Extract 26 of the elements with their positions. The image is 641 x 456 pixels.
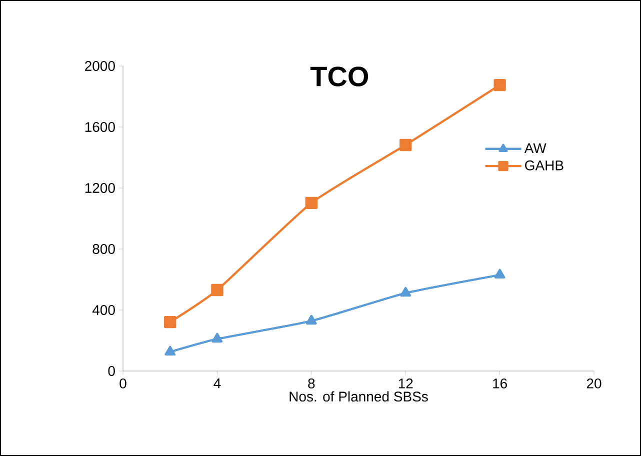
point (305, 196, 318, 210)
point (164, 316, 176, 328)
point (494, 78, 506, 92)
x-tick-label: 8 (308, 378, 315, 388)
y-tick-label: 800 (92, 244, 115, 254)
y-tick-label: 1600 (85, 122, 115, 132)
y-tick-label: 400 (92, 305, 115, 315)
point (400, 286, 412, 297)
x-tick-label: 0 (120, 378, 126, 388)
point (306, 314, 317, 325)
x-tick-label: 16 (493, 378, 507, 388)
point (211, 284, 224, 296)
point (494, 268, 506, 279)
y-tick-label: 2000 (85, 61, 115, 71)
x-tick-label: 12 (398, 378, 413, 388)
point (212, 332, 223, 343)
legend-label: AW (524, 143, 546, 153)
x-axis-title: Nos. of Planned SBSs (290, 391, 428, 402)
y-tick-label: 1200 (85, 183, 115, 193)
x-tick-label: 4 (214, 378, 221, 388)
point (164, 346, 176, 356)
x-tick-label: 20 (586, 378, 602, 388)
point (400, 138, 412, 152)
chart-title: TCO (310, 66, 368, 86)
legend-label: GAHB (525, 160, 564, 170)
y-tick-label: 0 (108, 366, 115, 376)
